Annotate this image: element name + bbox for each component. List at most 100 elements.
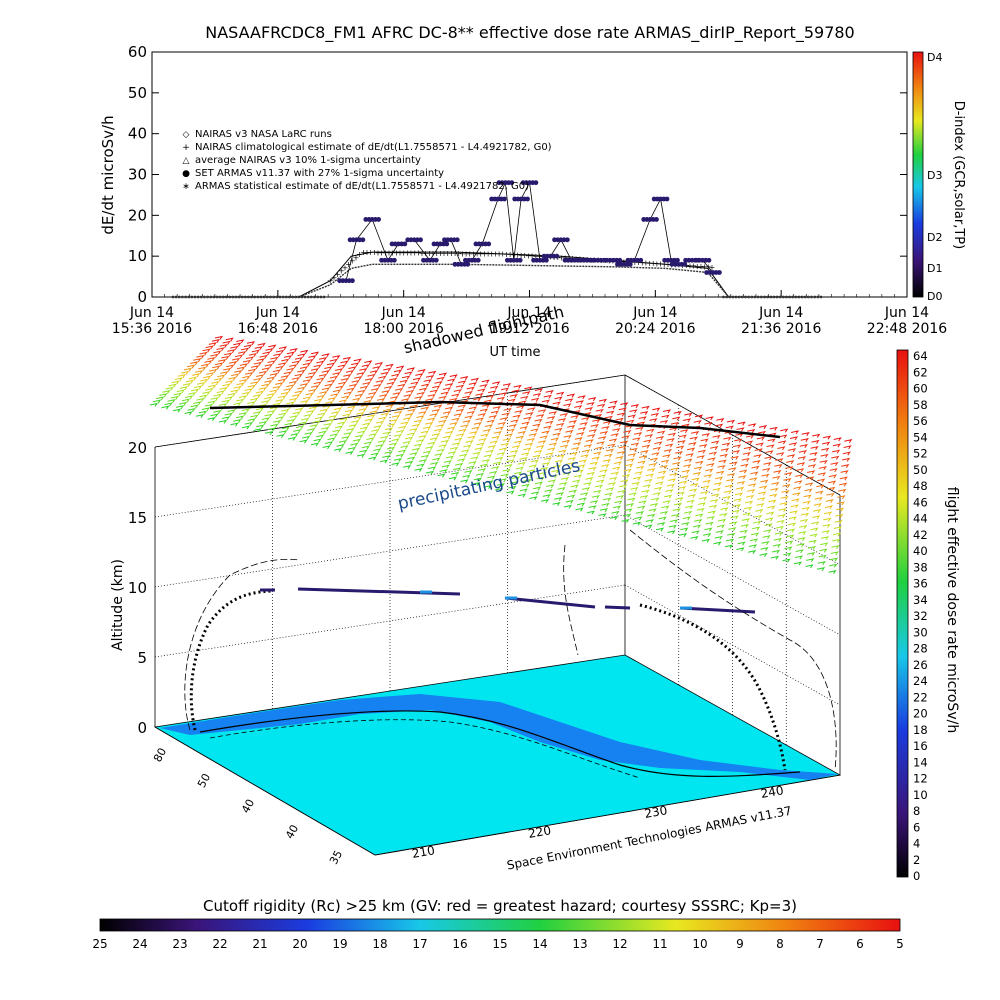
nairas-climatological-point: + bbox=[345, 260, 352, 269]
y-tick-label: 60 bbox=[128, 43, 147, 61]
cutoff-tick-label: 20 bbox=[292, 937, 307, 951]
nairas-climatological-line bbox=[209, 251, 813, 298]
nairas-climatological-point: + bbox=[687, 261, 694, 270]
nairas-climatological-point: + bbox=[360, 248, 367, 257]
nairas-climatological-point: + bbox=[356, 250, 363, 259]
d-index-colorbar bbox=[912, 51, 924, 298]
flight-segment bbox=[604, 605, 631, 610]
nairas-climatological-point: + bbox=[470, 249, 477, 258]
nairas-climatological-point: + bbox=[643, 259, 650, 268]
legend-symbol: + bbox=[182, 143, 190, 153]
nairas-climatological-point: + bbox=[327, 277, 334, 286]
nairas-climatological-point: + bbox=[378, 248, 385, 257]
armas-point bbox=[517, 257, 523, 263]
dose-rate-mesh-row bbox=[171, 380, 842, 531]
cutoff-tick-label: 24 bbox=[132, 937, 147, 951]
armas-point bbox=[675, 257, 680, 263]
dose-rate-tick-label: 38 bbox=[913, 560, 928, 574]
longitude-tick-label: 230 bbox=[643, 803, 668, 821]
legend-entry: average NAIRAS v3 10% 1-sigma uncertaint… bbox=[195, 155, 421, 166]
dose-rate-tick-label: 54 bbox=[913, 430, 928, 444]
nairas-climatological-point: + bbox=[408, 249, 415, 258]
nairas-climatological-point: + bbox=[485, 250, 492, 259]
nairas-climatological-point: + bbox=[463, 249, 470, 258]
armas-point bbox=[502, 196, 507, 202]
latitude-axis: 80 50 40 40 35 bbox=[151, 746, 345, 867]
altitude-gridline bbox=[624, 514, 841, 636]
nairas-climatological-point: + bbox=[661, 260, 668, 269]
nairas-baseline-point bbox=[196, 295, 200, 299]
armas-point bbox=[509, 180, 515, 186]
nairas-baseline-point bbox=[206, 295, 209, 299]
legend-symbol: ∗ bbox=[182, 182, 190, 192]
dose-rate-tick-label: 2 bbox=[913, 853, 920, 867]
nairas-climatological-point: + bbox=[621, 257, 628, 266]
d-index-tick-label: D4 bbox=[927, 51, 942, 64]
nairas-baseline-point bbox=[181, 295, 184, 299]
dose-rate-tick-label: 34 bbox=[913, 593, 928, 607]
y-tick-label: 0 bbox=[137, 288, 147, 306]
d-index-tick-label: D0 bbox=[927, 290, 942, 303]
d-index-colorbar-ticks: D4 D3 D2 D1 D0 bbox=[927, 51, 942, 303]
nairas-climatological-point: + bbox=[646, 259, 653, 268]
dose-rate-tick-label: 58 bbox=[913, 398, 928, 412]
mesh-flight-line bbox=[209, 400, 781, 439]
y-tick-label: 50 bbox=[128, 84, 147, 102]
dose-rate-mesh-row bbox=[156, 396, 839, 562]
latitude-tick-label: 40 bbox=[283, 823, 301, 841]
nairas-climatological-point: + bbox=[422, 249, 429, 258]
nairas-climatological-point: + bbox=[507, 250, 514, 259]
dose-rate-mesh-row bbox=[202, 348, 850, 468]
latitude-tick-label: 50 bbox=[195, 771, 213, 789]
cutoff-tick-label: 11 bbox=[652, 937, 667, 951]
dose-rate-mesh-row bbox=[196, 354, 848, 481]
dose-rate-tick-label: 20 bbox=[913, 707, 928, 721]
nairas-climatological-point: + bbox=[510, 250, 517, 259]
legend-entry: ARMAS statistical estimate of dE/dt(L1.7… bbox=[195, 181, 529, 192]
dose-rate-tick-label: 46 bbox=[913, 495, 928, 509]
nairas-baseline-point bbox=[171, 295, 175, 299]
armas-point bbox=[475, 257, 481, 263]
dose-rate-tick-label: 52 bbox=[913, 447, 928, 461]
nairas-climatological-point: + bbox=[397, 249, 404, 258]
nairas-climatological-point: + bbox=[433, 249, 440, 258]
nairas-climatological-point: + bbox=[393, 248, 400, 257]
nairas-climatological-point: + bbox=[525, 251, 532, 260]
dose-rate-mesh-row bbox=[149, 402, 837, 574]
dose-rate-tick-label: 0 bbox=[913, 869, 920, 883]
x-tick-label-day: Jun 14 bbox=[506, 305, 551, 321]
nairas-climatological-point: + bbox=[657, 260, 664, 269]
nairas-baseline-point bbox=[174, 295, 178, 299]
nairas-climatological-point: + bbox=[334, 270, 341, 279]
armas-point bbox=[617, 257, 623, 263]
nairas-baseline-point bbox=[322, 295, 326, 299]
legend-symbol: ● bbox=[182, 169, 190, 179]
y-tick-label: 40 bbox=[128, 125, 147, 143]
nairas-climatological-point: + bbox=[353, 253, 360, 262]
armas-point bbox=[664, 196, 670, 202]
flight-segment bbox=[679, 606, 756, 614]
nairas-climatological-point: + bbox=[518, 251, 525, 260]
altitude-gridline bbox=[154, 514, 626, 588]
altitude-tick-label: 20 bbox=[128, 439, 147, 457]
armas-point bbox=[444, 241, 450, 247]
nairas-climatological-point: + bbox=[404, 249, 411, 258]
nairas-climatological-point: + bbox=[521, 251, 528, 260]
nairas-climatological-point: + bbox=[481, 250, 488, 259]
nairas-baseline-point bbox=[309, 295, 313, 299]
armas-point bbox=[706, 257, 712, 263]
top-y-axis: 0 10 20 30 40 50 60 bbox=[128, 43, 907, 306]
legend-entry: NAIRAS v3 NASA LaRC runs bbox=[195, 129, 332, 140]
armas-point bbox=[486, 241, 492, 247]
armas-point bbox=[682, 261, 688, 267]
top-legend: ◇ NAIRAS v3 NASA LaRC runs + NAIRAS climato… bbox=[182, 129, 552, 192]
ut-time-label: UT time bbox=[490, 345, 541, 360]
ground-flight-track bbox=[199, 710, 801, 777]
cutoff-tick-label: 21 bbox=[252, 937, 267, 951]
cutoff-tick-label: 15 bbox=[492, 937, 507, 951]
nairas-baseline-point bbox=[190, 295, 194, 299]
dose-rate-tick-label: 60 bbox=[913, 382, 928, 396]
armas-point bbox=[564, 237, 570, 243]
armas-point bbox=[525, 196, 530, 202]
cutoff-tick-label: 6 bbox=[856, 937, 864, 951]
